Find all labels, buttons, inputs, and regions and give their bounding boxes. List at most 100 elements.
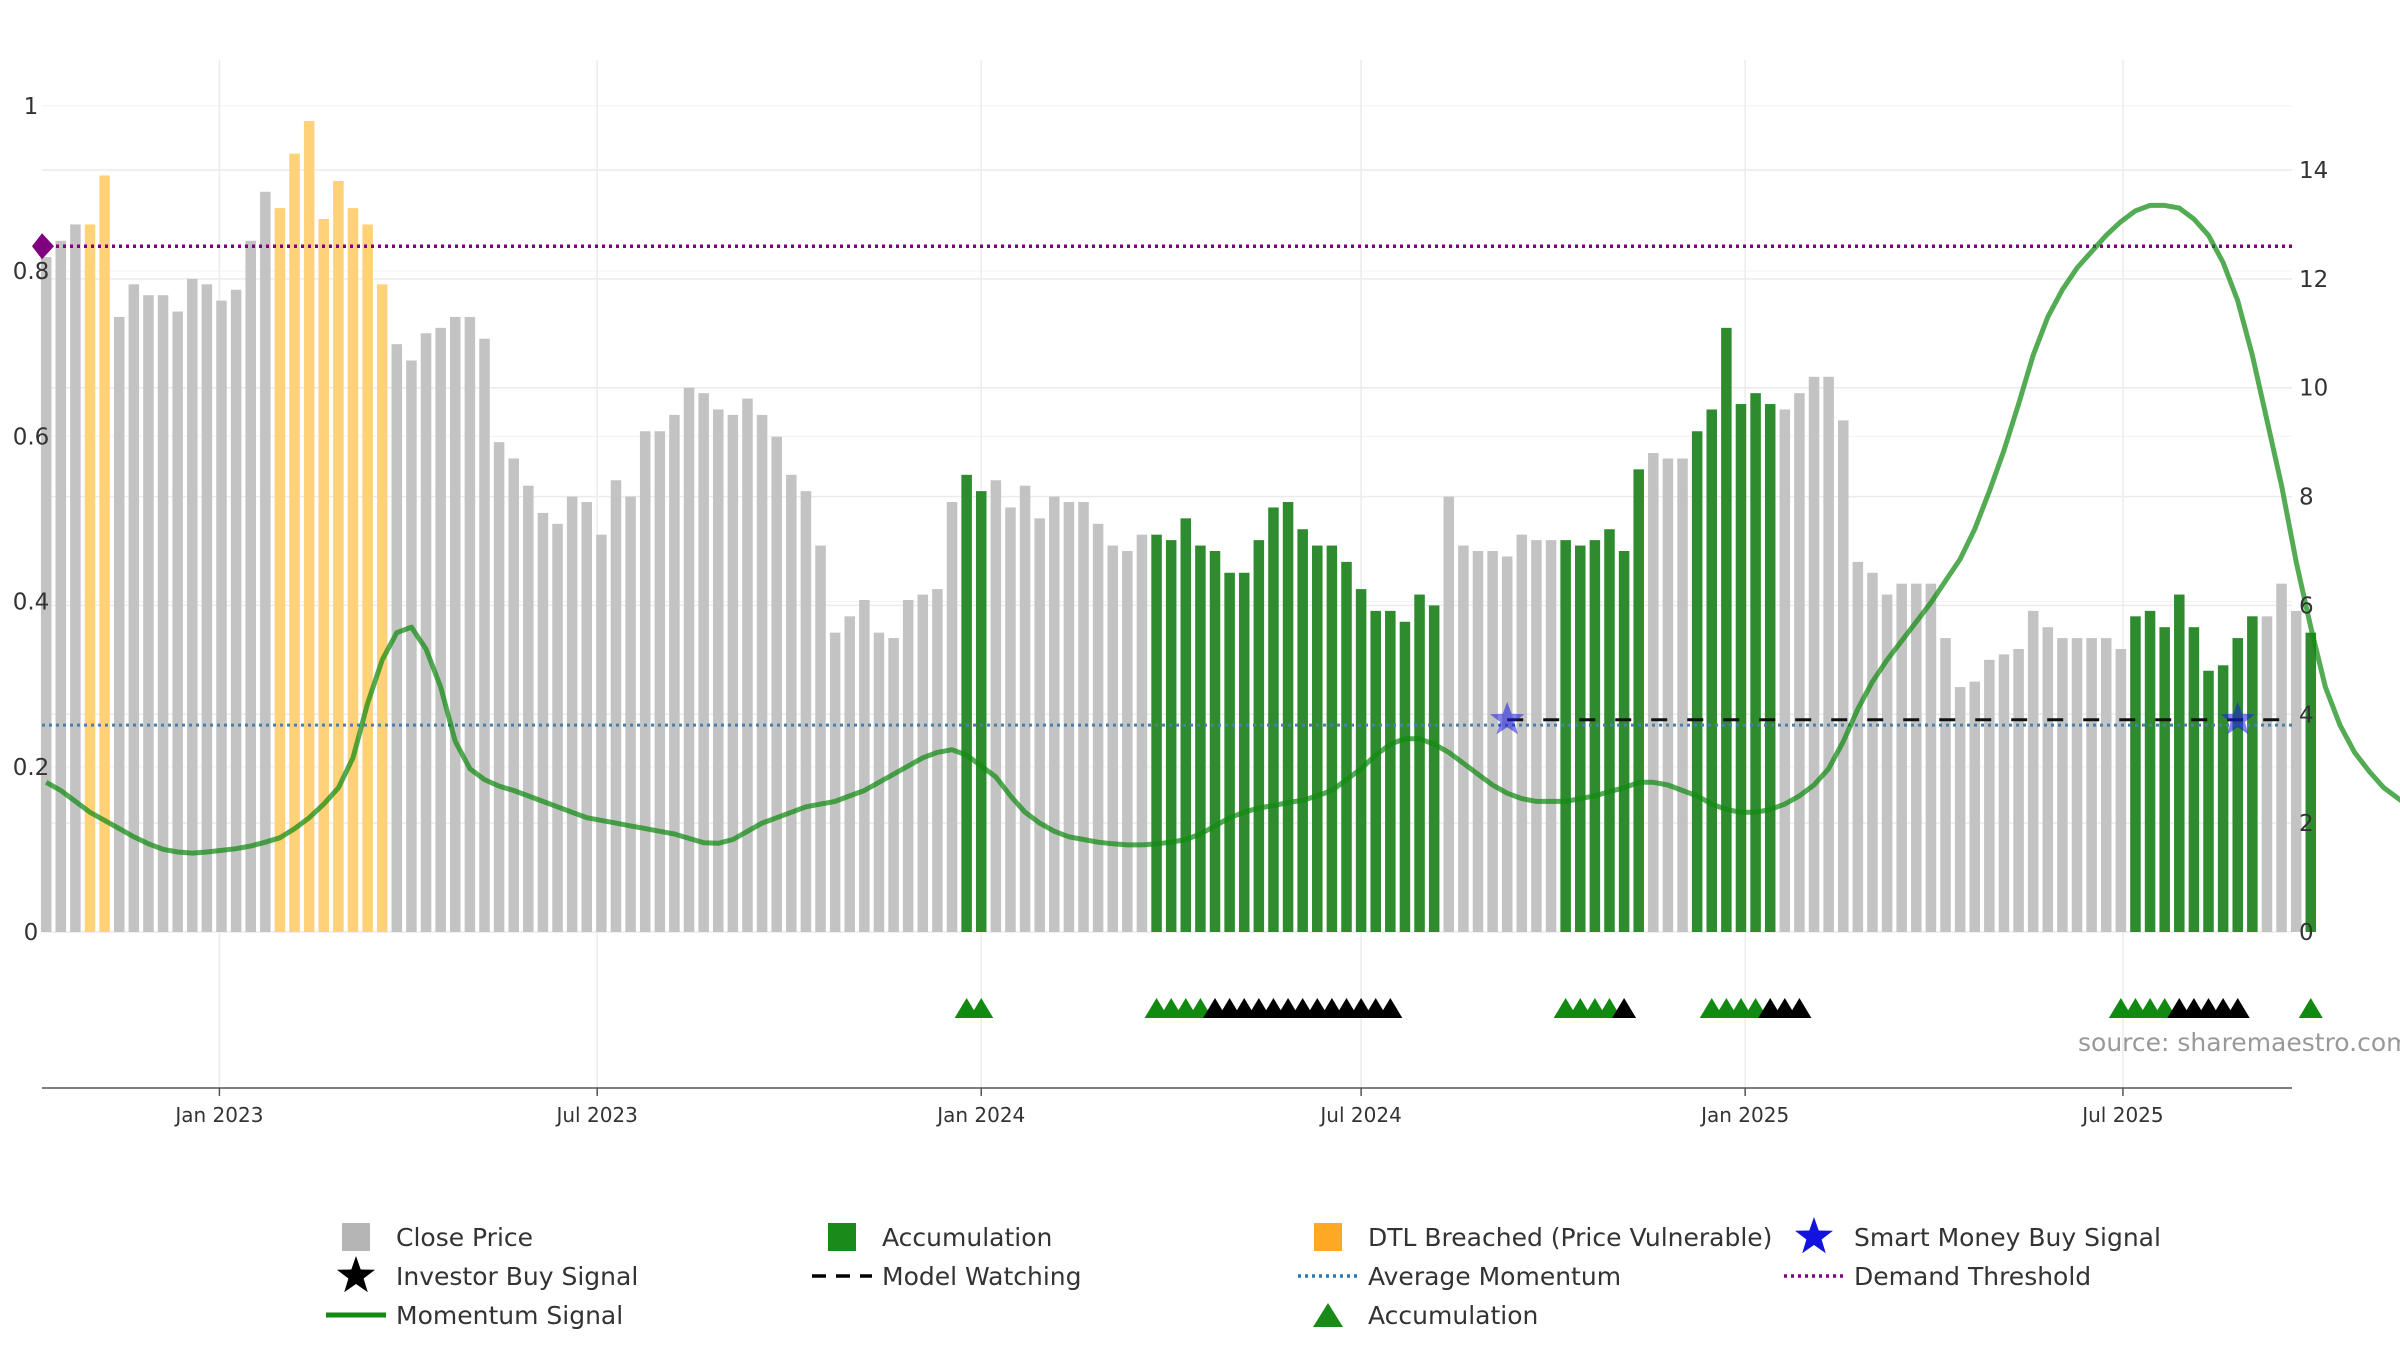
close-price-bar [625,496,636,932]
close-price-bar [1648,453,1659,932]
right-tick-label: 8 [2299,485,2314,511]
close-price-bar [1443,496,1455,932]
legend-swatch-square [828,1223,856,1251]
smart-money-star [2220,701,2255,735]
close-price-bar [698,393,709,933]
dtl-breached-bar [99,175,110,932]
signal-markers [954,701,2323,1018]
accumulation-bar [975,491,987,932]
close-price-bar [1122,551,1133,932]
close-price-bar [1998,654,2010,932]
close-price-bar [800,491,812,932]
accumulation-marker [2298,998,2323,1018]
close-price-bar [727,414,739,932]
right-tick-label: 14 [2299,158,2328,184]
accumulation-bar [2217,665,2229,932]
close-price-bar [260,191,271,932]
close-price-bar [756,414,768,932]
dtl-breached-bar [347,208,359,933]
close-price-bar [2027,610,2039,932]
close-price-bar [815,545,826,932]
right-tick-label: 4 [2299,702,2314,728]
close-price-bar [143,295,154,933]
accumulation-bar [1589,540,1601,932]
legend-label: Accumulation [882,1223,1052,1252]
right-tick-label: 10 [2299,376,2328,402]
close-price-bar [55,240,67,932]
close-price-bar [406,360,417,932]
close-price-bar [1954,687,1966,932]
accumulation-bar [1399,621,1411,932]
close-price-bar [1867,572,1878,932]
close-price-bar [187,278,198,932]
close-price-bar [2276,583,2287,932]
legend: Close Price Accumulation DTL Breached (Pri… [326,1217,2161,1330]
dtl-breached-bar [376,284,388,932]
dtl-breached-bar [333,180,344,932]
close-price-bar [1005,507,1016,932]
investor-buy-marker [1787,998,1812,1018]
close-price-bar [654,431,666,932]
close-price-bar [2115,648,2127,932]
accumulation-bar [1238,572,1250,932]
accumulation-bar [1764,404,1776,932]
investor-buy-marker [1612,998,1637,1018]
close-price-bar [1034,518,1045,932]
close-price-bar [581,502,593,932]
accumulation-bar [1282,502,1294,932]
accumulation-bar [1618,551,1630,932]
accumulation-bar [1341,561,1352,932]
dtl-breached-bar [303,121,315,932]
source-note: source: sharemaestro.com [2078,1028,2400,1057]
close-price-bar [786,474,797,932]
legend-label: Demand Threshold [1854,1262,2091,1291]
close-price-bar [2290,610,2302,932]
right-tick-label: 2 [2299,811,2314,837]
close-price-bar [1458,545,1469,932]
accumulation-bar [1706,409,1718,932]
left-tick-label: 1 [24,94,39,120]
close-price-bar [1049,496,1060,932]
accumulation-bar [1428,605,1440,932]
close-price-bar [245,240,256,932]
close-price-bar [859,599,870,932]
close-price-bar [479,338,490,932]
right-tick-label: 0 [2299,920,2314,946]
left-tick-label: 0.8 [13,259,50,285]
close-price-bar [610,480,622,932]
accumulation-bar [2305,632,2317,932]
x-tick-label: Jul 2024 [1318,1103,1401,1127]
close-price-bar [1019,485,1031,932]
close-price-bar [450,316,461,932]
accumulation-bar [1355,589,1367,932]
close-price-bar [1911,583,1922,932]
close-price-bar [2013,648,2024,932]
legend-swatch-square [1314,1223,1342,1251]
legend-label: Investor Buy Signal [396,1262,638,1291]
close-price-bar [771,436,782,932]
close-price-bar [1531,540,1542,932]
legend-label: Average Momentum [1368,1262,1621,1291]
accumulation-bar [1209,551,1221,932]
accumulation-bar [1750,393,1761,933]
close-price-bar [917,594,929,932]
legend-label: Momentum Signal [396,1301,623,1330]
close-price-bar [113,316,125,932]
close-price-bar [1472,551,1484,932]
close-price-bar [2261,616,2273,932]
accumulation-bar [2174,594,2185,932]
close-price-bar [435,327,446,932]
accumulation-bar [2144,610,2156,932]
close-price-bar [1662,458,1674,932]
close-price-bar [639,431,651,932]
dtl-breached-bar [274,208,286,933]
accumulation-bar [1268,507,1279,932]
close-price-bar [493,442,505,932]
close-price-bar [1516,534,1528,932]
accumulation-bar [1604,529,1615,932]
close-price-bar [1837,420,1849,932]
dtl-breached-bar [289,153,300,932]
close-price-bar [683,387,695,932]
x-tick-label: Jan 2023 [173,1103,263,1127]
left-tick-label: 0.4 [13,590,50,616]
